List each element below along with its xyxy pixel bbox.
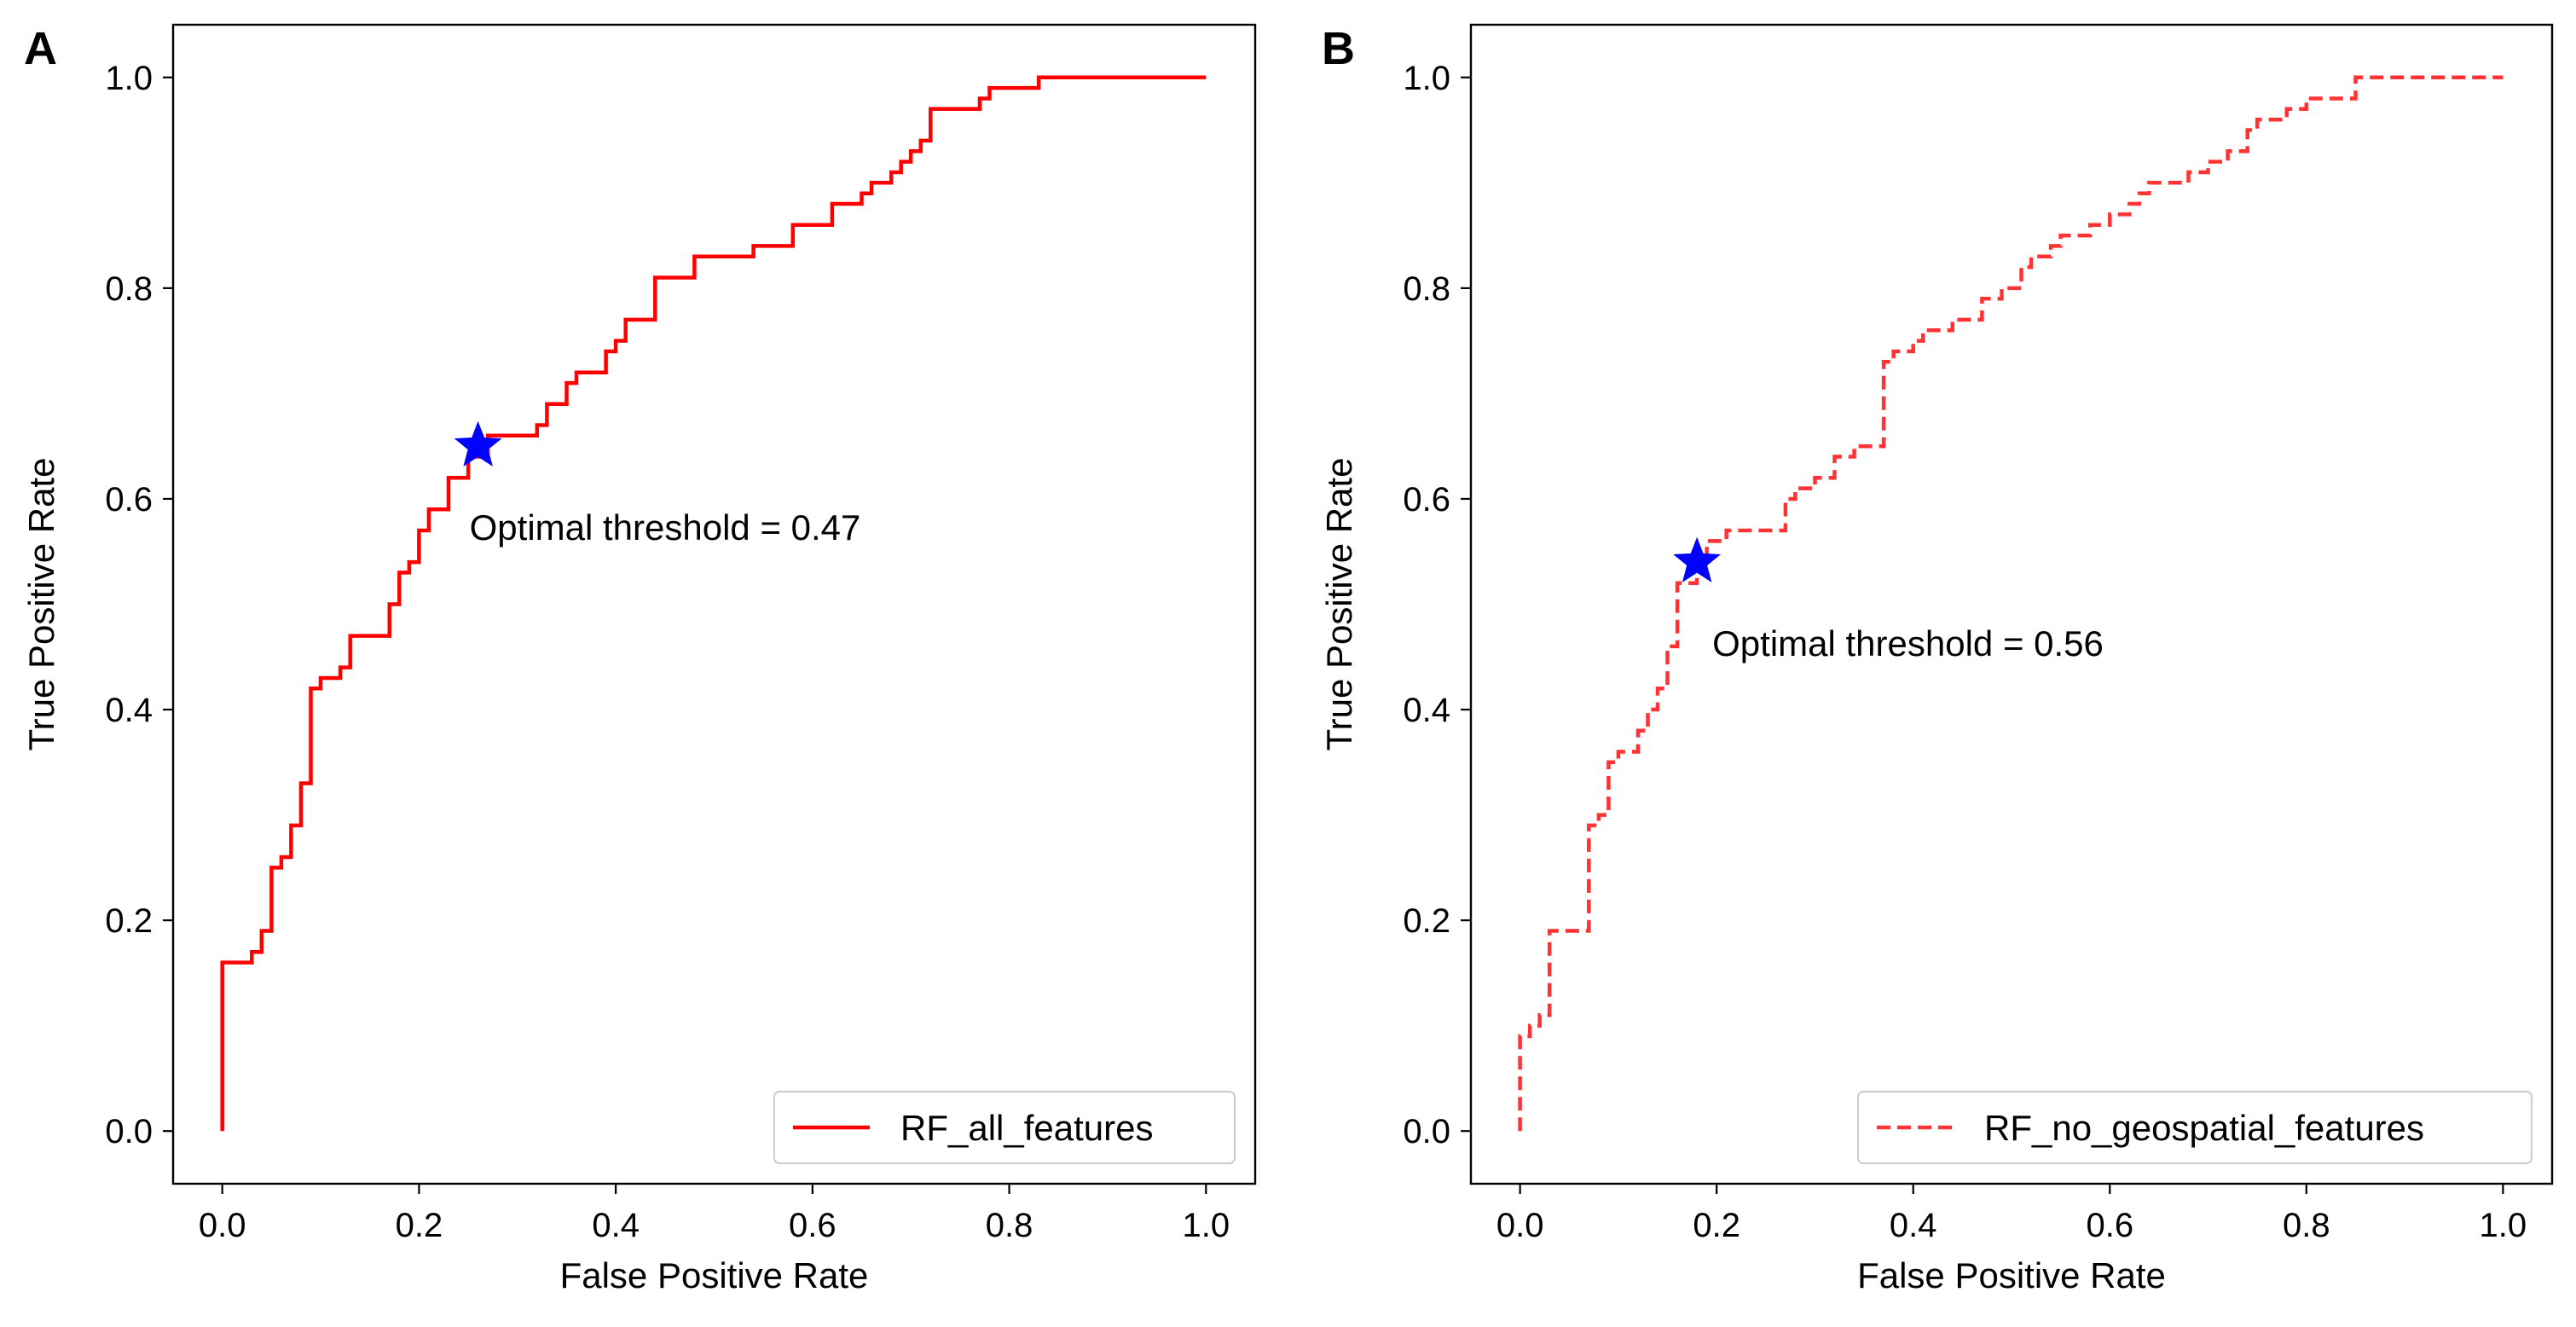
x-tick-label: 1.0 <box>1183 1207 1230 1244</box>
y-tick-label: 0.6 <box>1403 481 1450 519</box>
legend-label: RF_no_geospatial_features <box>1984 1108 2424 1148</box>
optimal-threshold-annotation: Optimal threshold = 0.56 <box>1712 623 2104 664</box>
y-tick-label: 0.8 <box>105 270 153 308</box>
x-tick-label: 0.0 <box>199 1207 246 1244</box>
axes-frame <box>171 23 1257 1185</box>
axes-frame <box>1469 23 2554 1185</box>
roc-curve-line <box>1518 75 2504 1132</box>
y-tick-label: 0.6 <box>105 481 153 519</box>
x-tick-label: 0.6 <box>2086 1207 2133 1244</box>
x-axis-label: False Positive Rate <box>560 1255 869 1295</box>
x-tick-label: 0.8 <box>2283 1207 2330 1244</box>
roc-panel-b: B 0.0 0.2 0.4 0.6 0.8 1.0 0.0 0.2 0.4 0.6 0.8 1.0 Fal… <box>1319 23 2554 1295</box>
x-tick-label: 0.4 <box>1890 1207 1937 1244</box>
legend: RF_no_geospatial_features <box>1857 1091 2533 1164</box>
y-tick-label: 0.4 <box>1403 692 1450 729</box>
y-axis-label: True Positive Rate <box>1319 458 1359 751</box>
y-tick-label: 0.4 <box>105 692 153 729</box>
y-tick-label: 0.0 <box>105 1113 153 1150</box>
x-tick-label: 0.4 <box>592 1207 640 1244</box>
legend-label: RF_all_features <box>900 1108 1153 1148</box>
y-axis-label: True Positive Rate <box>21 458 61 751</box>
x-tick-label: 0.8 <box>986 1207 1033 1244</box>
optimal-point-star-marker <box>1673 536 1722 582</box>
optimal-point-star-marker <box>454 420 502 466</box>
panel-label: A <box>24 23 57 74</box>
legend: RF_all_features <box>773 1091 1236 1164</box>
x-tick-label: 0.2 <box>1693 1207 1740 1244</box>
legend-box <box>1857 1091 2533 1164</box>
y-tick-label: 0.2 <box>1403 902 1450 940</box>
x-tick-label: 0.6 <box>789 1207 836 1244</box>
roc-panel-a: A 0.0 0.2 0.4 0.6 0.8 1.0 0.0 0.2 0.4 0.6 0.8 1.0 Fal… <box>21 23 1257 1295</box>
y-tick-label: 1.0 <box>1403 60 1450 97</box>
x-tick-label: 0.2 <box>396 1207 443 1244</box>
legend-box <box>773 1091 1236 1164</box>
y-tick-label: 0.2 <box>105 902 153 940</box>
x-tick-label: 1.0 <box>2480 1207 2527 1244</box>
x-tick-label: 0.0 <box>1496 1207 1544 1244</box>
optimal-threshold-annotation: Optimal threshold = 0.47 <box>470 507 861 548</box>
roc-curve-line <box>220 75 1207 1132</box>
y-tick-label: 0.8 <box>1403 270 1450 308</box>
x-axis-label: False Positive Rate <box>1857 1255 2166 1295</box>
panel-label: B <box>1322 23 1355 74</box>
y-tick-label: 1.0 <box>105 60 153 97</box>
y-tick-label: 0.0 <box>1403 1113 1450 1150</box>
